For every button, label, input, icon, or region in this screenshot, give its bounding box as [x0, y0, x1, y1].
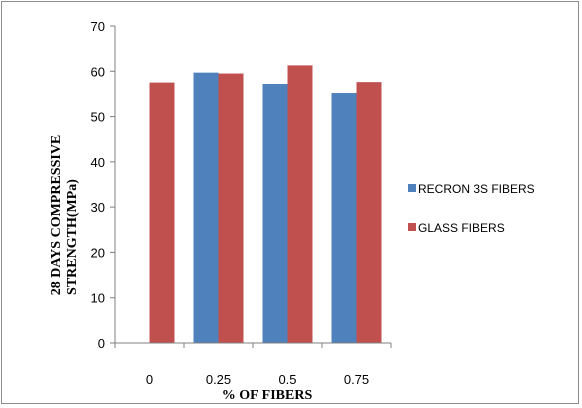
y-tick-label: 50	[91, 110, 105, 125]
x-tick-label: 0.5	[278, 372, 296, 387]
x-axis-title: % OF FIBERS	[222, 388, 313, 403]
legend-label: GLASS FIBERS	[418, 221, 505, 235]
x-axis-ticks: 0 0.25 0.5 0.75	[114, 343, 392, 387]
x-tick-label: 0	[146, 372, 153, 387]
y-axis-title-line-1: 28 DAYS COMPRESSIVE	[49, 135, 64, 296]
y-tick-label: 70	[91, 19, 105, 34]
y-axis-title-line-2: STRENGTH(MPa)	[65, 179, 80, 295]
bar-recron-3s-fibers	[331, 93, 357, 343]
bar-glass-fibers	[218, 73, 244, 344]
y-tick-label: 60	[91, 64, 105, 79]
bar-recron-3s-fibers	[193, 72, 219, 343]
bar-recron-3s-fibers	[262, 83, 288, 344]
bar-glass-fibers	[149, 82, 175, 343]
bar-glass-fibers	[287, 65, 313, 344]
y-tick-label: 30	[91, 200, 105, 215]
y-axis-ticks: 0 10 20 30 40 50 60 70	[91, 19, 115, 351]
legend-label: RECRON 3S FIBERS	[418, 182, 535, 196]
y-tick-label: 0	[98, 336, 105, 351]
legend-swatch	[408, 223, 416, 231]
x-tick-label: 0.25	[206, 372, 231, 387]
plot-area	[149, 65, 382, 344]
bar-glass-fibers	[356, 82, 382, 343]
y-tick-label: 40	[91, 155, 105, 170]
y-tick-label: 20	[91, 245, 105, 260]
legend: RECRON 3S FIBERS GLASS FIBERS	[408, 182, 535, 235]
legend-swatch	[408, 184, 416, 192]
bar-chart: 0 10 20 30 40 50 60 70 0 0.25 0.5 0.75 28 DAYS COM…	[49, 19, 535, 403]
y-tick-label: 10	[91, 291, 105, 306]
x-tick-label: 0.75	[344, 372, 369, 387]
